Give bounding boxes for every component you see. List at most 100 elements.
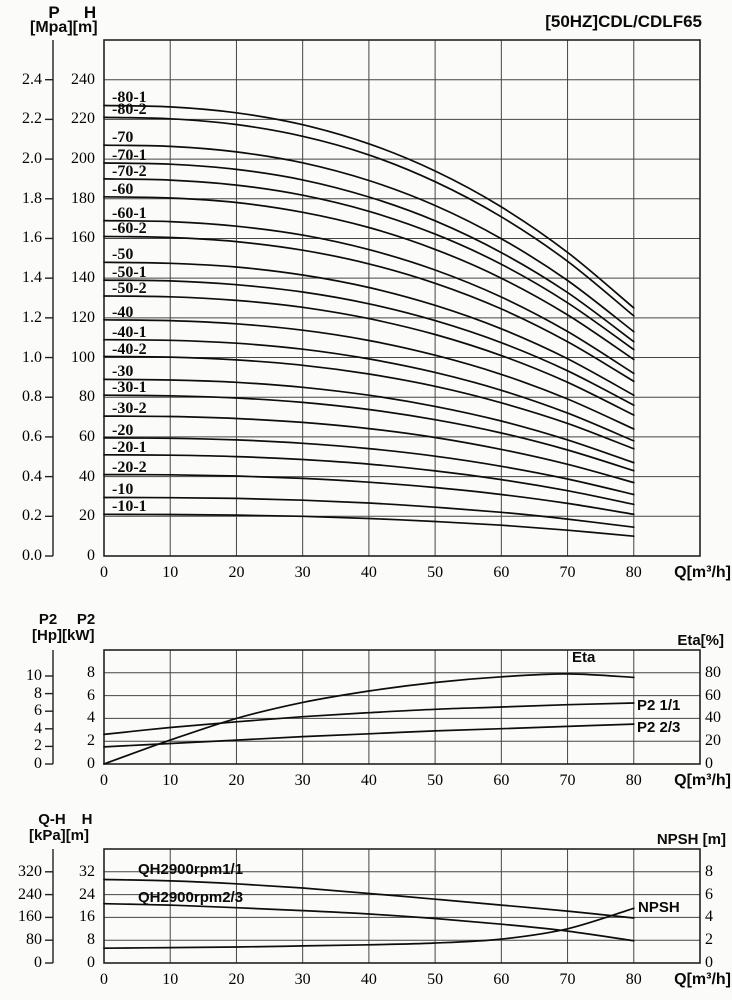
left1-tick-label: 0.4 <box>22 467 42 485</box>
left1-tick-label: 1.4 <box>22 269 42 287</box>
curve--60 <box>103 195 635 361</box>
x-tick-label: 60 <box>493 772 510 789</box>
curve-label: -50-1 <box>112 264 147 282</box>
curve-label: -20-1 <box>112 438 147 456</box>
curve--80-1 <box>103 104 635 309</box>
curve-QH2900rpm1/1 <box>103 878 635 919</box>
curve-P2 1/1 <box>103 702 635 736</box>
left2-tick-label: 24 <box>79 885 95 903</box>
curve--40 <box>103 318 635 430</box>
curve-QH2900rpm2/3 <box>103 902 635 942</box>
x-tick-label: 30 <box>294 772 311 789</box>
x-tick-label: 10 <box>162 772 179 789</box>
curve-Eta <box>103 673 635 765</box>
left1-tick-label: 2.4 <box>22 70 42 88</box>
x-axis-unit: Q[m³/h] <box>674 564 731 581</box>
axis-unit-m: [m] <box>72 19 98 36</box>
left2-tick-label: 80 <box>79 388 95 406</box>
left1-tick-label: 1.6 <box>22 229 42 247</box>
curve-label: -40-2 <box>112 340 147 358</box>
axis-header-p: P <box>48 3 60 22</box>
left2-tick-label: 32 <box>79 862 95 880</box>
x-tick-label: 30 <box>294 564 311 581</box>
x-tick-label: 0 <box>100 772 108 789</box>
left1-tick-label: 80 <box>26 931 42 949</box>
curve-label: -20-2 <box>112 458 147 476</box>
left2-tick-label: 120 <box>71 308 95 326</box>
curve--20-2 <box>103 473 635 516</box>
left1-tick-label: 160 <box>18 908 42 926</box>
x-tick-label: 40 <box>360 564 377 581</box>
left2-tick-label: 180 <box>71 189 95 207</box>
left1-tick-label: 0.6 <box>22 427 42 445</box>
axis-unit-m2: [m] <box>65 827 90 844</box>
curve-label: -70-2 <box>112 162 147 180</box>
page-title: [50HZ]CDL/CDLF65 <box>545 12 702 31</box>
curve--80-2 <box>103 116 635 317</box>
curve-label: QH2900rpm2/3 <box>138 889 244 906</box>
left2-tick-label: 16 <box>79 908 95 926</box>
axis-header-qh: Q-H <box>38 811 66 828</box>
axis-header-p2hp: P2 <box>38 611 58 628</box>
x-axis-unit: Q[m³/h] <box>674 971 731 988</box>
left2-tick-label: 4 <box>87 709 95 727</box>
curve--30-2 <box>103 415 635 484</box>
axis-header-eta: Eta[%] <box>677 632 724 649</box>
x-tick-label: 50 <box>427 772 444 789</box>
right-tick-label: 2 <box>705 931 713 949</box>
axis-unit-hp: [Hp] <box>32 627 62 644</box>
x-tick-label: 20 <box>228 772 245 789</box>
axis-header-h: H <box>83 3 97 22</box>
curve--70-2 <box>103 178 635 351</box>
curve--50-1 <box>103 279 635 407</box>
curve-label: -10 <box>112 481 134 499</box>
curve-NPSH <box>103 907 635 950</box>
x-tick-label: 50 <box>427 971 444 988</box>
left1-tick-label: 320 <box>18 862 42 880</box>
curve--20 <box>103 437 635 496</box>
axis-units-mid: [Hp][kW] <box>32 627 95 644</box>
right-tick-label: 80 <box>705 663 721 681</box>
curve-label: -20 <box>112 421 134 439</box>
right-tick-label: 20 <box>705 732 721 750</box>
left2-tick-label: 240 <box>71 70 95 88</box>
x-tick-label: 20 <box>228 564 245 581</box>
left1-tick-label: 10 <box>26 667 42 684</box>
curve-label: -70-1 <box>112 147 147 165</box>
curve-label: -50-2 <box>112 280 147 297</box>
left2-tick-label: 6 <box>87 686 95 704</box>
left1-tick-label: 4 <box>34 719 42 737</box>
x-tick-label: 20 <box>228 971 245 988</box>
curve--50-2 <box>103 295 635 416</box>
right-tick-label: 4 <box>705 908 713 926</box>
curve--70-1 <box>103 162 635 343</box>
left2-tick-label: 2 <box>87 732 95 750</box>
left2-tick-label: 220 <box>71 110 95 128</box>
axis-unit-kpa: [kPa] <box>29 827 66 844</box>
curve-label: NPSH <box>638 899 680 916</box>
curve--60-1 <box>103 219 635 375</box>
x-tick-label: 10 <box>162 971 179 988</box>
axis-unit-mpa: [Mpa] <box>30 19 73 36</box>
axis-units-bot: [kPa][m] <box>29 827 89 844</box>
curve--30 <box>103 378 635 464</box>
curve-label: -80-1 <box>112 89 147 107</box>
axis-header-h2: H <box>81 811 93 828</box>
curve--60-2 <box>103 235 635 383</box>
curve-label: -30 <box>112 363 134 381</box>
left2-tick-label: 20 <box>79 507 95 525</box>
curve-label: -40 <box>112 303 134 321</box>
x-tick-label: 60 <box>493 971 510 988</box>
curve-label: -30-2 <box>112 400 147 418</box>
x-tick-label: 40 <box>360 772 377 789</box>
left2-tick-label: 40 <box>79 467 95 485</box>
curve--70 <box>103 144 635 333</box>
right-tick-label: 8 <box>705 862 713 880</box>
left2-tick-label: 0 <box>87 954 95 971</box>
plot-border <box>103 649 701 765</box>
axis-header-p2kw: P2 <box>76 611 96 628</box>
x-tick-label: 70 <box>559 971 576 988</box>
curve-label: -60-1 <box>112 204 147 222</box>
curve--40-2 <box>103 355 635 450</box>
